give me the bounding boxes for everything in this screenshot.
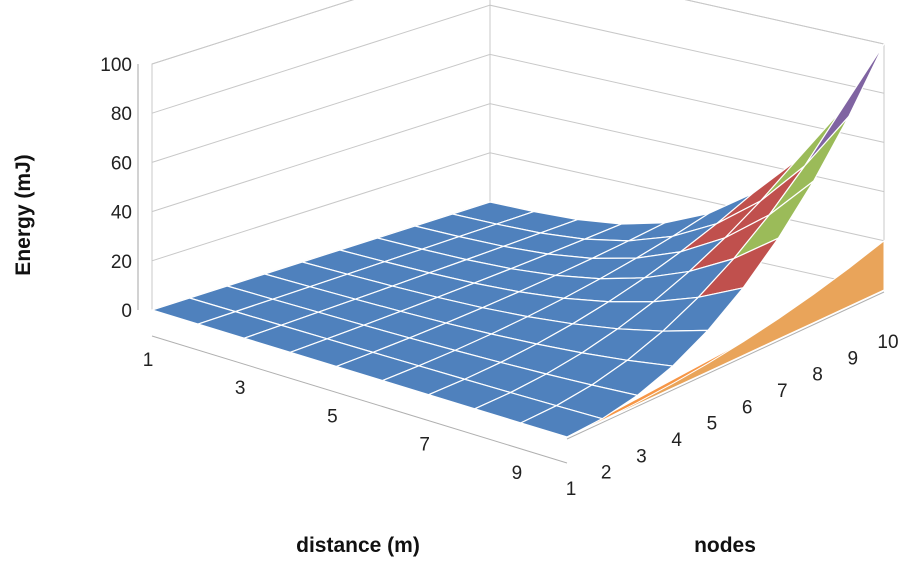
- x-tick-label: 3: [235, 378, 246, 399]
- y-tick-label: 1: [566, 479, 577, 500]
- z-tick-label: 0: [121, 301, 132, 322]
- orange-band: [566, 239, 885, 438]
- tick-labels: 0 20 40 60 80 100 1 3 5 7 9 1 2 3 4 5 6 7 8 9 10: [100, 55, 898, 500]
- y-tick-label: 2: [601, 463, 612, 484]
- x-tick-label: 9: [512, 463, 523, 484]
- surface-cell: [520, 405, 603, 438]
- z-tick-label: 60: [111, 153, 132, 174]
- y-axis-title: nodes: [694, 534, 756, 557]
- y-tick-label: 4: [671, 430, 682, 451]
- z-gridline: [151, 103, 885, 213]
- z-tick-label: 40: [111, 203, 132, 224]
- chart-surface: [151, 43, 885, 438]
- y-tick-label: 9: [847, 348, 858, 369]
- y-axis-line: [566, 291, 885, 440]
- y-tick-label: 7: [777, 381, 788, 402]
- x-axis-title: distance (m): [296, 534, 420, 557]
- y-tick-label: 10: [877, 332, 898, 353]
- z-gridline: [151, 53, 885, 163]
- z-axis-title: Energy (mJ): [12, 154, 35, 275]
- z-gridline: [151, 0, 885, 65]
- x-axis-line: [151, 335, 568, 464]
- y-tick-label: 3: [636, 446, 647, 467]
- z-tick-label: 80: [111, 104, 132, 125]
- y-tick-label: 5: [707, 414, 718, 435]
- z-tick-label: 20: [111, 252, 132, 273]
- y-tick-label: 6: [742, 397, 753, 418]
- floor-edges: [151, 291, 885, 464]
- x-tick-label: 7: [419, 435, 430, 456]
- z-tick-label: 100: [100, 55, 132, 76]
- z-gridline: [151, 4, 885, 114]
- x-tick-label: 5: [327, 406, 338, 427]
- x-tick-label: 1: [143, 350, 154, 371]
- y-tick-label: 8: [812, 365, 823, 386]
